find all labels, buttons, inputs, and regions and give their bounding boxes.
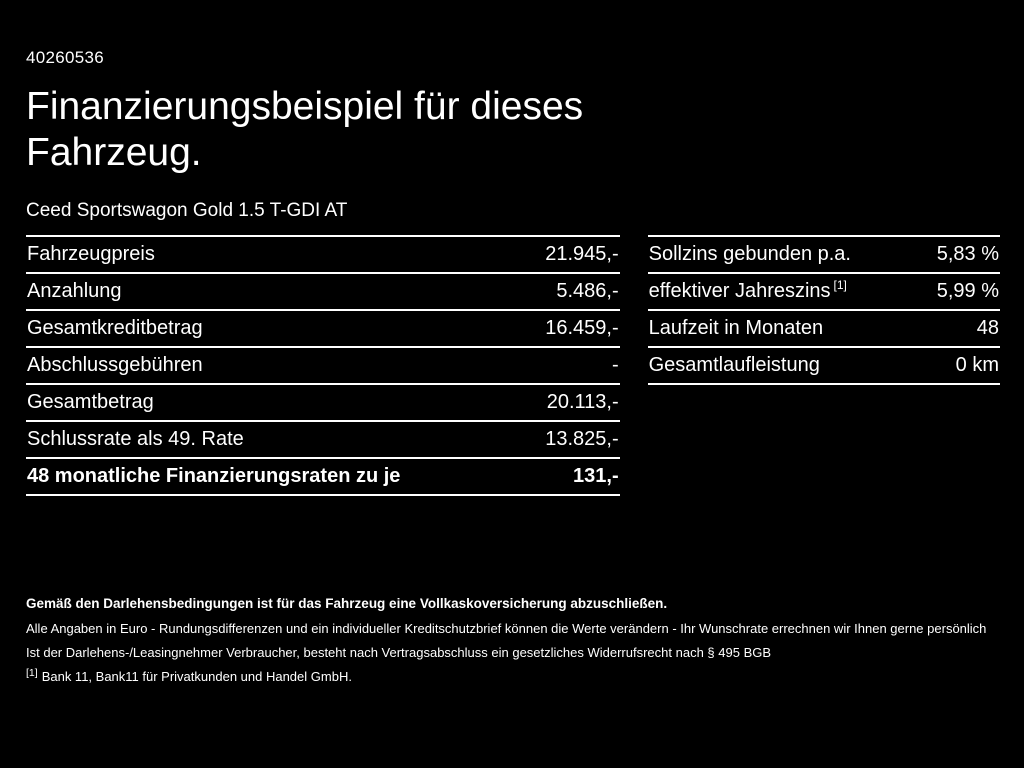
footer-disclaimer-line2: Ist der Darlehens-/Leasingnehmer Verbrau…	[26, 645, 772, 660]
row-value: 48	[976, 317, 999, 340]
footnote-ref: [1]	[833, 278, 847, 293]
footer-insurance-note: Gemäß den Darlehensbedingungen ist für d…	[26, 596, 668, 611]
row-value: 0 km	[955, 354, 999, 377]
table-row: Abschlussgebühren -	[26, 346, 620, 383]
table-row: Gesamtkreditbetrag 16.459,-	[26, 309, 620, 346]
row-label: Fahrzeugpreis	[27, 243, 155, 266]
finance-table-left: Fahrzeugpreis 21.945,- Anzahlung 5.486,-…	[26, 235, 620, 497]
row-label-text: effektiver Jahreszins	[648, 280, 831, 303]
table-row: Schlussrate als 49. Rate 13.825,-	[26, 420, 620, 457]
page-title-line1: Finanzierungsbeispiel für dieses	[26, 85, 584, 128]
finance-table-right: Sollzins gebunden p.a. 5,83 % effektiver…	[647, 235, 1000, 386]
row-label: Gesamtbetrag	[27, 391, 154, 414]
row-label: effektiver Jahreszins [1]	[649, 279, 847, 303]
vehicle-model: Ceed Sportswagon Gold 1.5 T-GDI AT	[26, 200, 348, 222]
row-label: Schlussrate als 49. Rate	[27, 428, 244, 451]
table-row: Sollzins gebunden p.a. 5,83 %	[647, 235, 1000, 272]
footnote-text: Bank 11, Bank11 für Privatkunden und Han…	[41, 669, 352, 684]
row-label: Laufzeit in Monaten	[648, 317, 824, 340]
footer-footnote: [1] Bank 11, Bank11 für Privatkunden und …	[26, 666, 1001, 684]
row-value: 21.945,-	[545, 243, 619, 266]
row-value: 5.486,-	[556, 280, 619, 303]
table-row: Anzahlung 5.486,-	[26, 272, 620, 309]
page-title-line2: Fahrzeug.	[26, 131, 202, 175]
table-row: effektiver Jahreszins [1] 5,99 %	[647, 272, 1000, 309]
row-value: 16.459,-	[545, 317, 619, 340]
row-label: Anzahlung	[27, 280, 122, 303]
table-row: Fahrzeugpreis 21.945,-	[26, 235, 620, 272]
row-label: Sollzins gebunden p.a.	[648, 243, 851, 266]
footer-disclaimer-line1: Alle Angaben in Euro - Rundungsdifferenz…	[26, 621, 987, 636]
row-value: 5,83 %	[936, 243, 999, 266]
table-row-monthly-rate: 48 monatliche Finanzierungsraten zu je 1…	[26, 457, 620, 494]
page-title: Finanzierungsbeispiel für dieses Fahrzeug…	[26, 84, 1000, 176]
row-value: 13.825,-	[545, 428, 619, 451]
row-value: 131,-	[573, 465, 619, 488]
footnote-marker: [1]	[26, 666, 38, 679]
legal-footer: Gemäß den Darlehensbedingungen ist für d…	[26, 596, 1001, 684]
table-row: Gesamtlaufleistung 0 km	[647, 346, 1000, 383]
table-row: Laufzeit in Monaten 48	[647, 309, 1000, 346]
row-label: 48 monatliche Finanzierungsraten zu je	[27, 465, 401, 488]
table-row: Gesamtbetrag 20.113,-	[26, 383, 620, 420]
finance-tables: Fahrzeugpreis 21.945,- Anzahlung 5.486,-…	[26, 235, 1000, 497]
row-value: -	[611, 354, 619, 377]
row-value: 5,99 %	[936, 280, 999, 303]
row-label: Gesamtlaufleistung	[648, 354, 820, 377]
row-value: 20.113,-	[546, 391, 619, 414]
row-label: Gesamtkreditbetrag	[27, 317, 203, 340]
document-id: 40260536	[26, 48, 105, 67]
row-label: Abschlussgebühren	[27, 354, 203, 377]
